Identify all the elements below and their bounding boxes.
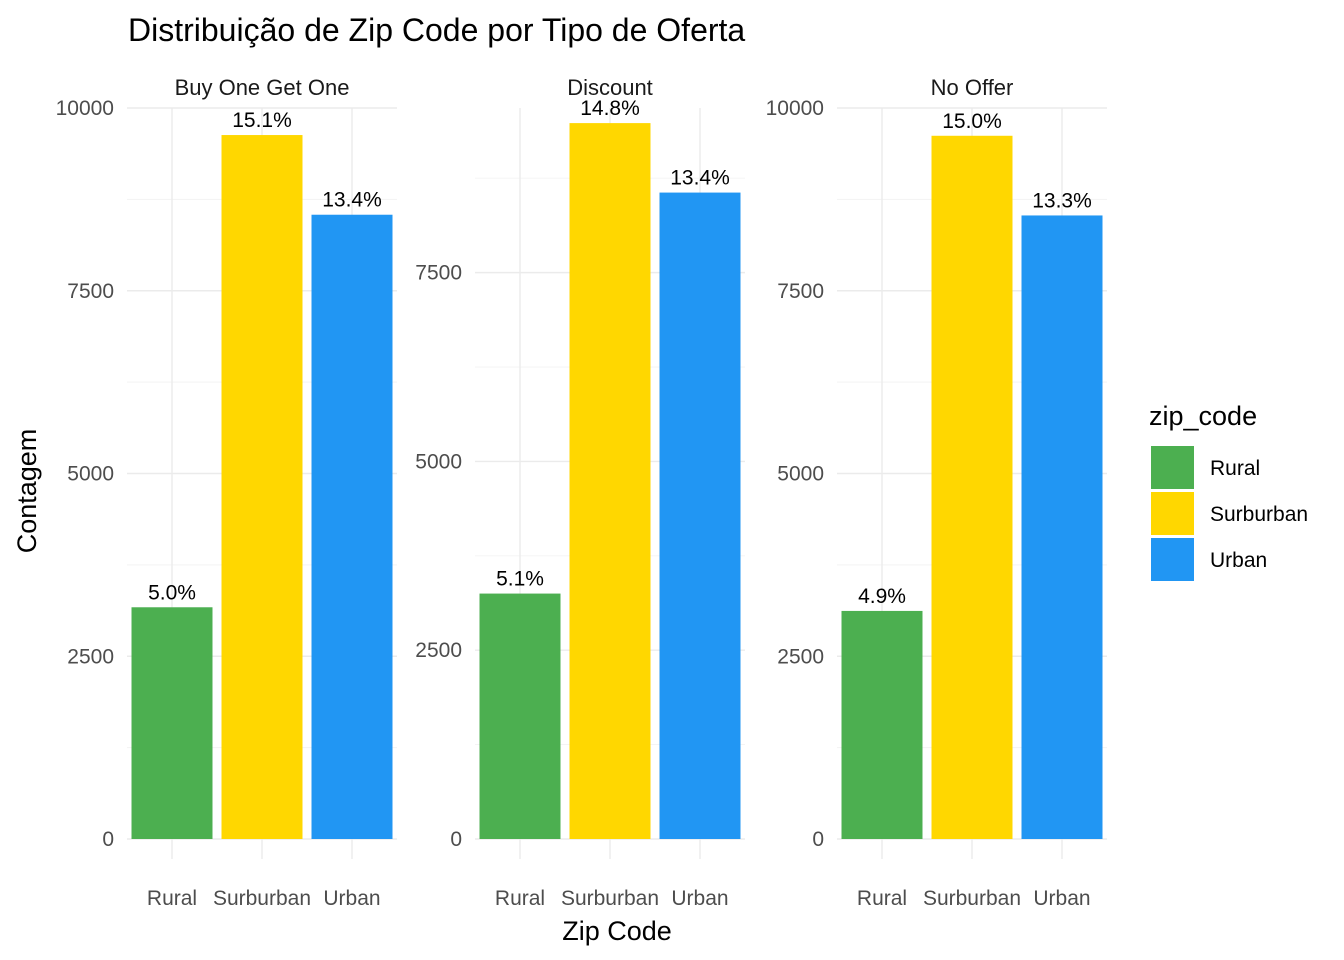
x-tick-label: Rural: [147, 887, 197, 910]
y-tick-label: 7500: [67, 280, 114, 303]
x-tick-label: Urban: [1033, 887, 1090, 910]
y-tick-label: 5000: [415, 450, 462, 473]
legend-label: Urban: [1210, 549, 1267, 572]
bar-data-label: 13.3%: [1032, 189, 1092, 212]
y-tick-label: 7500: [777, 280, 824, 303]
legend-swatch: [1151, 446, 1194, 489]
bar-data-label: 5.1%: [496, 568, 544, 591]
bar: [569, 123, 651, 840]
y-tick-label: 0: [102, 828, 114, 851]
legend-swatch: [1151, 492, 1194, 535]
x-axis-title: Zip Code: [562, 916, 672, 946]
x-tick-label: Urban: [323, 887, 380, 910]
x-tick-label: Surburban: [213, 887, 311, 910]
y-tick-label: 0: [450, 828, 462, 851]
y-tick-label: 0: [812, 828, 824, 851]
bar: [659, 192, 741, 840]
x-tick-label: Surburban: [561, 887, 659, 910]
facet-panel: 0 2500 5000 7500 Discount 5.1% Rural 14.8% Surbu…: [415, 75, 745, 910]
bar: [311, 214, 393, 839]
legend-title: zip_code: [1149, 401, 1257, 431]
y-tick-label: 2500: [777, 645, 824, 668]
bar: [841, 610, 923, 839]
legend: zip_code Rural Surburban Urban: [1149, 401, 1308, 581]
bar: [479, 593, 561, 839]
bar-data-label: 4.9%: [858, 585, 906, 608]
x-tick-label: Rural: [495, 887, 545, 910]
facet-strip-label: Buy One Get One: [175, 75, 350, 100]
bar-data-label: 15.1%: [232, 109, 292, 132]
y-tick-label: 10000: [766, 97, 824, 120]
bar: [931, 135, 1013, 839]
bar-data-label: 14.8%: [580, 97, 640, 120]
y-axis-title: Contagem: [12, 429, 42, 554]
x-tick-label: Rural: [857, 887, 907, 910]
facet-panels: 0 2500 5000 7500 10000 Buy One Get One 5.0% Rur…: [56, 75, 1107, 910]
y-tick-label: 2500: [415, 639, 462, 662]
facet-strip-label: No Offer: [931, 75, 1014, 100]
y-tick-label: 2500: [67, 645, 114, 668]
bar-data-label: 13.4%: [322, 189, 382, 212]
x-tick-label: Surburban: [923, 887, 1021, 910]
bar: [131, 607, 213, 839]
bar-data-label: 5.0%: [148, 581, 196, 604]
chart-title: Distribuição de Zip Code por Tipo de Ofe…: [128, 12, 745, 48]
bar: [221, 135, 303, 839]
bar: [1021, 215, 1103, 839]
facet-strip-label: Discount: [567, 75, 653, 100]
y-tick-label: 10000: [56, 97, 114, 120]
x-tick-label: Urban: [671, 887, 728, 910]
legend-label: Surburban: [1210, 503, 1308, 526]
bar-data-label: 15.0%: [942, 110, 1002, 133]
legend-label: Rural: [1210, 457, 1260, 480]
facet-panel: 0 2500 5000 7500 10000 Buy One Get One 5.0% Rur…: [56, 75, 397, 910]
y-tick-label: 5000: [67, 463, 114, 486]
y-tick-label: 7500: [415, 262, 462, 285]
y-tick-label: 5000: [777, 463, 824, 486]
legend-swatch: [1151, 538, 1194, 581]
bar-data-label: 13.4%: [670, 167, 730, 190]
facet-panel: 0 2500 5000 7500 10000 No Offer 4.9% Rural 15.0%…: [766, 75, 1107, 910]
